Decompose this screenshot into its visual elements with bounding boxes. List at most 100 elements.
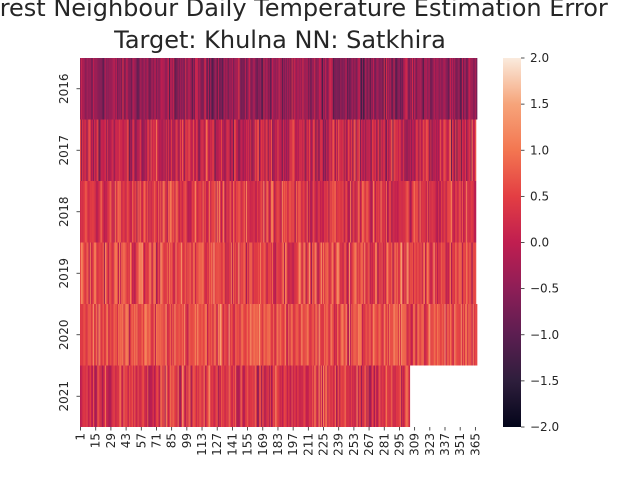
heatmap-cell [340,242,342,304]
heatmap-cell [430,242,432,304]
heatmap-cell [354,119,356,181]
heatmap-cell [362,58,364,120]
heatmap-cell [99,119,101,181]
heatmap-cell [364,58,366,120]
heatmap-cell [146,58,148,120]
heatmap-cell [440,119,442,181]
heatmap-cell [338,181,340,243]
heatmap-cell [239,58,241,120]
heatmap-cell [95,119,97,181]
heatmap-cell [288,242,290,304]
heatmap-cell [432,119,434,181]
heatmap-cell [460,304,463,366]
heatmap-cell [207,181,210,243]
heatmap-cell [103,242,106,304]
heatmap-cell [341,365,343,427]
heatmap-cell [247,304,249,366]
heatmap-cell [335,365,338,427]
heatmap-cell [243,304,246,366]
heatmap-cell [367,365,369,427]
heatmap-cell [358,58,361,120]
heatmap-cell [303,242,305,304]
heatmap-cell [250,181,252,243]
heatmap-cell [440,304,442,366]
heatmap-cell [257,365,260,427]
heatmap-cell [324,58,326,120]
heatmap-cell [377,365,379,427]
heatmap-cell [343,242,346,304]
heatmap-cell [113,365,116,427]
heatmap-cell [115,181,118,243]
heatmap-cell [421,304,424,366]
heatmap-cell [473,242,476,304]
heatmap-cell [270,58,273,120]
heatmap-cell [452,181,454,243]
heatmap-cell [359,119,362,181]
heatmap-cell [278,304,280,366]
heatmap-cell [101,365,104,427]
heatmap-cell [324,181,326,243]
heatmap-cell [335,181,338,243]
heatmap-cell [204,304,207,366]
heatmap-cell [227,58,229,120]
x-tick-label: 211 [301,433,315,456]
heatmap-cell [223,365,225,427]
heatmap-cell [457,119,459,181]
heatmap-cell [439,119,441,181]
heatmap-cell [431,181,433,243]
heatmap-cell [164,242,167,304]
heatmap-cell [159,365,161,427]
heatmap-cell [430,181,432,243]
heatmap-cell [343,304,346,366]
heatmap-cell [162,304,164,366]
heatmap-cell [200,58,202,120]
heatmap-cell [89,304,92,366]
heatmap-cell [239,365,241,427]
heatmap-cell [471,181,474,243]
heatmap-cell [295,181,298,243]
heatmap-cell [222,58,224,120]
heatmap-cell [218,119,221,181]
heatmap-cell [346,181,349,243]
heatmap-cell [405,242,407,304]
heatmap-cell [429,304,431,366]
heatmap-cell [213,304,215,366]
heatmap-cell [269,304,272,366]
heatmap-cell [242,365,245,427]
heatmap-cell [251,58,253,120]
heatmap-cell [445,181,447,243]
heatmap-cell [311,304,313,366]
heatmap-cell [186,119,188,181]
heatmap-cell [278,58,280,120]
heatmap-cell [285,365,287,427]
heatmap-cell [146,181,148,243]
heatmap-cell [388,181,390,243]
heatmap-cell [185,304,187,366]
heatmap-cell [248,365,250,427]
heatmap-cell [82,242,84,304]
heatmap-cell [171,242,173,304]
heatmap-cell [185,365,187,427]
heatmap-cell [426,58,428,120]
heatmap-cell [165,119,168,181]
heatmap-cell [396,119,399,181]
heatmap-cell [304,365,306,427]
heatmap-cell [285,181,287,243]
heatmap-cell [133,365,135,427]
heatmap-cell [127,119,130,181]
heatmap-cell [171,181,173,243]
heatmap-cell [337,58,339,120]
heatmap-cell [342,181,344,243]
heatmap-cell [303,365,305,427]
heatmap-cell [119,304,121,366]
heatmap-cell [253,58,255,120]
heatmap-cell [285,58,287,120]
heatmap-cell [165,58,168,120]
heatmap-cell [260,304,262,366]
heatmap-cell [262,304,264,366]
heatmap-cell [188,242,190,304]
heatmap-cell [431,242,433,304]
heatmap-cell [123,181,125,243]
heatmap-cell [370,119,373,181]
heatmap-cell [139,119,142,181]
